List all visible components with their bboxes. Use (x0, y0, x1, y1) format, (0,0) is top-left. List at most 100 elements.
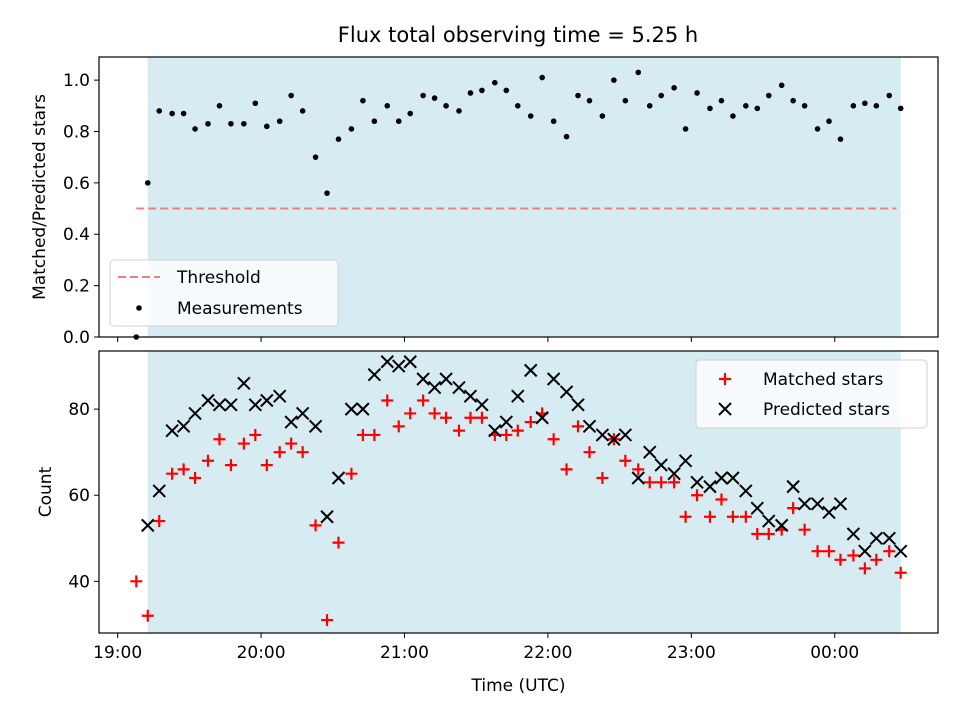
predicted-star-point (654, 458, 668, 472)
predicted-star-point (488, 423, 502, 438)
predicted-star-point (392, 359, 406, 373)
y-tick-label: 0.2 (63, 277, 90, 297)
measurement-point (420, 92, 426, 99)
measurement-point (671, 85, 677, 91)
measurement-point (216, 103, 223, 109)
bottom-panel-ylabel: Count (36, 466, 56, 517)
predicted-star-point (810, 497, 825, 511)
predicted-star-point (822, 505, 836, 520)
matched-star-point (798, 523, 811, 536)
measurement-point (862, 100, 868, 107)
predicted-star-point (703, 479, 717, 494)
measurement-point (180, 110, 187, 117)
predicted-star-point (750, 501, 764, 515)
predicted-star-point (846, 527, 861, 541)
matched-star-point (321, 614, 334, 627)
predicted-star-point (882, 531, 896, 545)
predicted-star-point (511, 389, 525, 403)
measurement-point (694, 90, 700, 96)
predicted-star-point (618, 428, 633, 442)
matched-star-point (524, 416, 537, 429)
measurement-point (252, 100, 259, 107)
matched-star-point (500, 428, 513, 441)
top-legend: Threshold Measurements (109, 259, 339, 327)
predicted-star-point (714, 471, 729, 485)
predicted-star-point (894, 544, 908, 558)
measurement-point (563, 133, 570, 140)
matched-star-point (224, 459, 237, 472)
x-tick-label: 19:00 (93, 643, 142, 663)
measurement-point (646, 103, 653, 109)
measurement-point (395, 118, 402, 125)
predicted-star-point (463, 389, 478, 403)
measurement-point (335, 136, 342, 143)
predicted-star-point (188, 406, 202, 421)
matched-star-point (823, 545, 836, 558)
matched-star-point (632, 463, 645, 476)
count-points (130, 355, 908, 627)
matched-star-point (811, 545, 824, 558)
measurement-point (169, 110, 175, 117)
matched-star-point (213, 433, 226, 446)
measurement-point (837, 136, 844, 143)
predicted-star-point (858, 544, 872, 558)
matched-star-point (464, 411, 477, 424)
matched-star-point (309, 519, 322, 532)
matched-star-point (452, 424, 465, 437)
predicted-star-point (295, 406, 310, 421)
matched-star-point (679, 510, 692, 523)
matched-star-point (368, 428, 381, 441)
predicted-star-point (331, 471, 346, 485)
matched-star-point (189, 472, 202, 485)
measurement-point (743, 103, 749, 109)
measurement-point (492, 79, 498, 86)
measurement-point (586, 97, 593, 104)
predicted-star-point (320, 510, 334, 524)
measurement-point (503, 87, 510, 94)
predicted-star-point (273, 389, 287, 403)
legend-predicted-label: Predicted stars (763, 400, 890, 420)
matched-star-point (332, 536, 345, 549)
measurement-point (730, 113, 736, 119)
predicted-star-point (774, 518, 789, 533)
measurement-point (479, 87, 485, 94)
bottom-panel: 19:00 20:00 21:00 22:00 23:00 00:00 40 60 80 Cou… (36, 350, 939, 696)
predicted-star-point (403, 355, 417, 369)
measurement-point (886, 92, 893, 99)
matched-star-point (130, 575, 143, 588)
measurement-point (801, 103, 808, 109)
measurement-point (384, 103, 391, 109)
measurement-points (133, 69, 904, 340)
x-tick-label: 21:00 (380, 643, 429, 663)
measurement-point (635, 69, 642, 76)
y-tick-label: 0.0 (63, 328, 90, 348)
matched-star-point (237, 437, 250, 450)
measurement-point (276, 118, 283, 125)
measurement-point (288, 92, 294, 99)
top-panel-ylabel: Matched/Predicted stars (30, 94, 50, 300)
predicted-star-point (237, 376, 251, 390)
legend-matched-label: Matched stars (763, 370, 883, 390)
matched-star-point (381, 394, 394, 407)
matched-star-point (511, 424, 524, 437)
measurement-point (205, 120, 211, 127)
measurement-point (778, 82, 785, 89)
y-tick-label: 80 (68, 400, 90, 420)
predicted-star-point (739, 484, 753, 498)
measurement-point (814, 126, 821, 132)
measurement-point (144, 180, 151, 186)
measurement-point (575, 92, 581, 99)
predicted-star-point (797, 497, 812, 511)
top-panel-frame (98, 56, 939, 338)
predicted-star-point (416, 372, 430, 386)
predicted-star-point (786, 479, 800, 494)
matched-star-point (547, 433, 560, 446)
measurement-point (897, 105, 904, 112)
measurement-point (718, 97, 725, 104)
matched-star-point (894, 566, 907, 579)
predicted-star-point (833, 497, 848, 511)
predicted-star-point (523, 363, 538, 378)
predicted-star-point (427, 380, 442, 395)
predicted-star-point (201, 393, 215, 408)
predicted-star-point (475, 398, 489, 412)
